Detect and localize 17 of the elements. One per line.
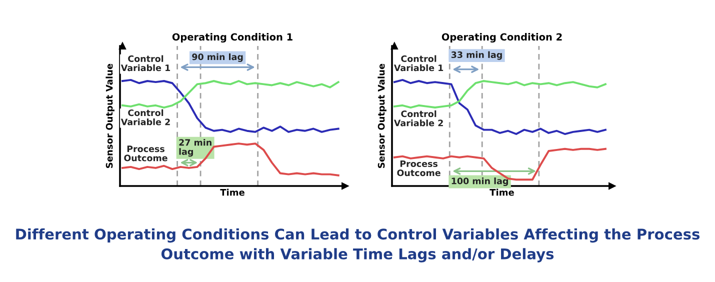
text: Different Operating Conditions Can Lead to Control Variables Affecting the Process Outcome with Variable Time Lags and/or Delays xyxy=(16,228,700,262)
annotation: 27 min lag xyxy=(179,138,212,157)
x-axis-title: Time xyxy=(220,188,244,196)
series-label: Control Variable 1 xyxy=(394,55,444,72)
series-label: Control Variable 2 xyxy=(120,109,170,126)
series-label: Process Outcome xyxy=(397,160,440,176)
y-axis-title: Sensor Output Value xyxy=(378,64,386,168)
text: 90 min lag xyxy=(192,53,243,62)
x-axis-title: Time xyxy=(490,188,514,196)
y-axis-title: Sensor Output Value xyxy=(106,64,114,168)
series-label: Control Variable 1 xyxy=(120,55,170,72)
chart-title: Operating Condition 2 xyxy=(442,33,562,43)
series-label: Process Outcome xyxy=(124,146,168,162)
chart-title: Operating Condition 1 xyxy=(172,33,292,43)
text: 33 min lag xyxy=(451,51,502,60)
series-label: Control Variable 2 xyxy=(394,110,443,126)
annotation: 100 min lag xyxy=(452,177,508,186)
